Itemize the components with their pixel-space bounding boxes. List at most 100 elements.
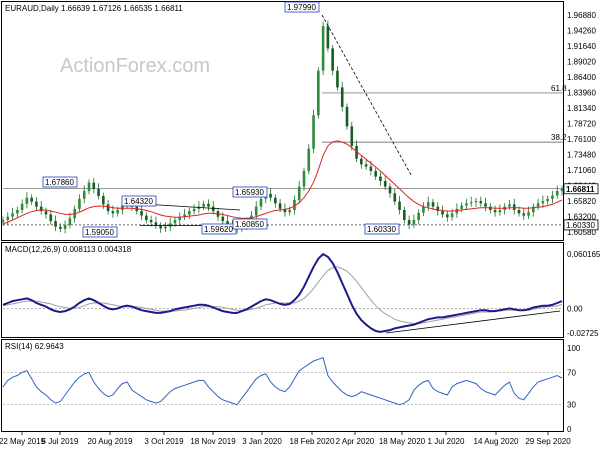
macd-line: [2, 252, 563, 333]
level-annotation-label: 1.97990: [287, 3, 316, 12]
candle-body: [388, 186, 392, 194]
rsi-layer: [2, 357, 563, 406]
price-header: EURAUD,Daily 1.66639 1.67126 1.66535 1.6…: [5, 4, 183, 13]
candle-body: [317, 70, 320, 116]
candle-body: [417, 212, 420, 221]
candle-body: [226, 221, 229, 224]
candle-body: [493, 209, 497, 213]
price-tick-label: 1.78720: [567, 120, 596, 129]
rsi-tick-label: 70: [567, 368, 576, 377]
rsi-header: RSI(14) 62.9643: [5, 342, 64, 351]
candle-body: [321, 26, 325, 71]
current-price-box: [563, 183, 599, 195]
candle-body: [254, 206, 258, 216]
candle-body: [393, 193, 397, 202]
x-tick-label: 18 May 2020: [379, 437, 426, 446]
rsi-tick-label: 30: [567, 401, 576, 410]
x-tick-label: 2 Apr 2020: [336, 437, 375, 446]
candle-body: [484, 203, 487, 207]
candle-body: [398, 201, 401, 210]
macd-tick-label: 0.00: [567, 304, 583, 313]
candle-body: [512, 204, 516, 210]
price-tick-label: 1.91640: [567, 42, 596, 51]
candle-body: [20, 203, 24, 210]
candle-body: [259, 198, 263, 207]
candle-body: [469, 202, 473, 204]
macd-layer: [2, 252, 563, 334]
level-annotation-box: [42, 176, 78, 188]
price-tick-label: 1.94260: [567, 27, 596, 36]
candle-body: [345, 106, 349, 127]
support-box: [563, 219, 599, 231]
candle-body: [288, 209, 291, 213]
candle-body: [25, 197, 29, 204]
candle-body: [498, 209, 502, 213]
price-tick-label: 1.63200: [567, 213, 596, 222]
candle-body: [336, 70, 339, 88]
candle-body: [403, 209, 406, 221]
price-tick-label: 1.65820: [567, 197, 596, 206]
candle-body: [426, 202, 430, 207]
level-annotation-box: [232, 218, 268, 230]
price-tick-label: 1.73480: [567, 151, 596, 160]
x-tick-label: 18 Nov 2019: [190, 437, 236, 446]
candle-body: [111, 211, 115, 214]
candle-body: [446, 214, 449, 218]
candle-body: [173, 220, 177, 224]
x-tick-label: 3 Jan 2020: [242, 437, 282, 446]
level-annotation-label: 1.59620: [204, 225, 233, 234]
candle-body: [6, 216, 10, 221]
candle-body: [560, 188, 564, 192]
price-tick-label: 1.86400: [567, 73, 596, 82]
candle-body: [479, 201, 483, 204]
candle-body: [102, 196, 105, 205]
candle-body: [82, 191, 86, 199]
price-layer: 61.838.21.678601.590501.643201.596201.60…: [1, 1, 567, 238]
price-tick-label: 1.76100: [567, 135, 596, 144]
level-annotation-box: [364, 223, 400, 235]
x-tick-label: 14 Aug 2020: [474, 437, 519, 446]
candle-body: [154, 222, 158, 226]
level-annotation-label: 1.65930: [235, 188, 264, 197]
candle-body: [39, 206, 43, 212]
rsi-tick-label: 0: [567, 425, 572, 434]
rsi-panel: [1, 339, 564, 432]
candle-body: [250, 215, 253, 222]
level-annotation-label: 1.64320: [124, 197, 153, 206]
macd-header: MACD(12,26,9) 0.008113 0.004318: [5, 245, 132, 254]
x-tick-label: 22 May 2019: [0, 437, 46, 446]
candle-body: [278, 203, 282, 209]
candle-body: [489, 206, 492, 210]
candle-body: [541, 201, 545, 204]
candle-body: [11, 213, 14, 217]
candle-body: [460, 205, 463, 209]
price-tick-label: 1.81340: [567, 104, 596, 113]
candle-body: [312, 115, 315, 149]
level-annotation-box: [121, 195, 157, 207]
candle-body: [164, 226, 167, 229]
moving-average-line: [2, 140, 563, 225]
candle-body: [63, 225, 67, 229]
price-tick-label: 1.71060: [567, 166, 596, 175]
candle-body: [59, 226, 62, 229]
candle-body: [78, 198, 81, 209]
x-tick-label: 29 Sep 2020: [525, 437, 571, 446]
candle-body: [355, 145, 358, 159]
price-panel: [1, 1, 564, 241]
level-annotation-box: [284, 1, 320, 13]
level-annotation-label: 1.60850: [235, 220, 264, 229]
watermark: ActionForex.com: [60, 55, 210, 77]
candle-body: [49, 214, 53, 222]
candle-body: [145, 215, 148, 221]
candle-body: [441, 211, 444, 215]
candle-body: [340, 87, 344, 107]
candle-body: [379, 176, 382, 182]
candle-body: [412, 220, 416, 225]
rsi-tick-label: 100: [567, 344, 581, 353]
candle-body: [517, 209, 521, 214]
candle-body: [422, 206, 425, 213]
fib-label: 38.2: [551, 133, 567, 142]
candle-body: [121, 205, 124, 210]
candle-body: [407, 220, 411, 225]
candle-body: [360, 158, 363, 165]
